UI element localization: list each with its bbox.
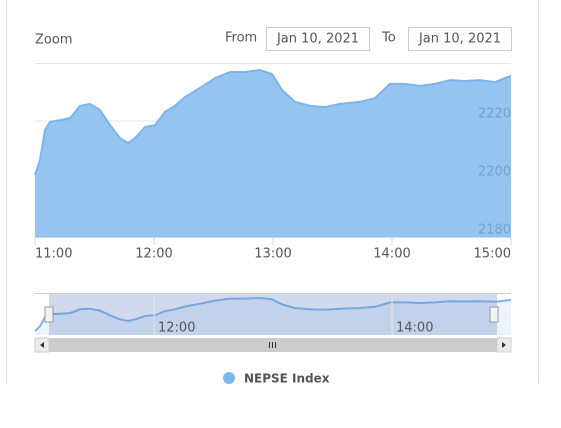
legend-label[interactable]: NEPSE Index	[244, 372, 330, 386]
to-label: To	[381, 31, 396, 46]
to-date[interactable]: Jan 10, 2021	[418, 32, 501, 47]
zoom-label: Zoom	[35, 33, 72, 48]
from-input[interactable]	[266, 27, 370, 51]
arrow	[502, 342, 506, 348]
to-input[interactable]	[408, 27, 512, 51]
scrollbar-grip	[269, 342, 276, 348]
arrow	[40, 342, 44, 348]
navigator-series-line	[34, 296, 512, 332]
x-tick-label: 11:00	[35, 247, 72, 262]
x-tick-label: 14:00	[373, 247, 410, 262]
series-area	[35, 70, 511, 237]
x-tick-label: 13:00	[254, 247, 291, 262]
navigator-mask	[49, 294, 497, 335]
navigator-tick-label: 12:00	[158, 321, 195, 336]
legend-symbol[interactable]	[223, 372, 235, 384]
x-tick-label: 15:00	[474, 247, 511, 262]
navigator-tick-label: 14:00	[396, 321, 433, 336]
from-label: From	[225, 31, 257, 46]
plot: 21802200222011:0012:0013:0014:0015:0012:…	[34, 68, 512, 336]
from-date[interactable]: Jan 10, 2021	[276, 32, 359, 47]
navigator-handle[interactable]	[489, 306, 499, 323]
series-line	[34, 68, 512, 176]
x-tick-label: 12:00	[135, 247, 172, 262]
navigator-handle[interactable]	[44, 306, 54, 323]
